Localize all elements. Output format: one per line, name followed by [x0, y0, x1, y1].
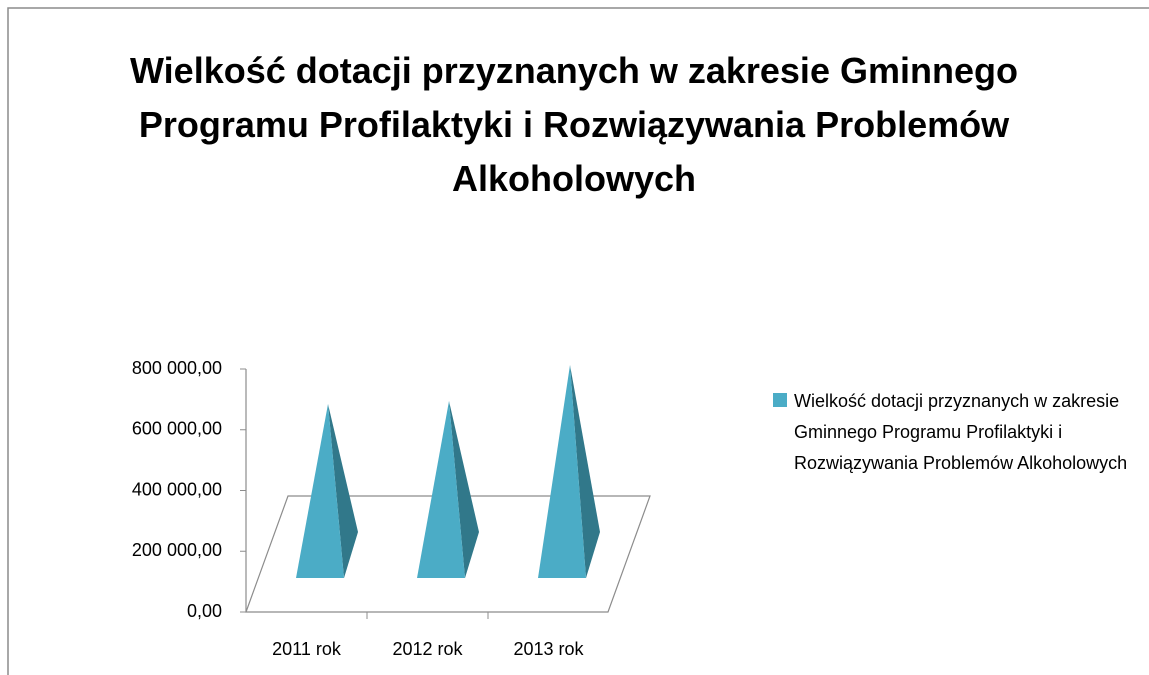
chart-title: Wielkość dotacji przyznanych w zakresie … [130, 50, 1018, 199]
chart-border [7, 7, 1149, 675]
legend-label: Wielkość dotacji przyznanych w zakresie … [794, 391, 1128, 473]
legend-swatch [773, 393, 787, 407]
y-tick-label: 600 000,00 [132, 419, 222, 439]
x-tick-label: 2011 rok [272, 639, 342, 659]
x-tick-label: 2012 rok [392, 639, 463, 659]
y-tick-label: 800 000,00 [132, 358, 222, 378]
pyramid [417, 401, 465, 578]
y-tick-label: 400 000,00 [132, 479, 222, 499]
pyramid [538, 365, 586, 578]
pyramid-side [449, 401, 479, 578]
pyramid [296, 404, 344, 578]
pyramid-side [328, 404, 358, 578]
y-tick-label: 0,00 [187, 601, 222, 621]
y-tick-label: 200 000,00 [132, 540, 222, 560]
floor [245, 495, 651, 613]
pyramid-side [570, 365, 600, 578]
x-tick-label: 2013 rok [513, 639, 584, 659]
